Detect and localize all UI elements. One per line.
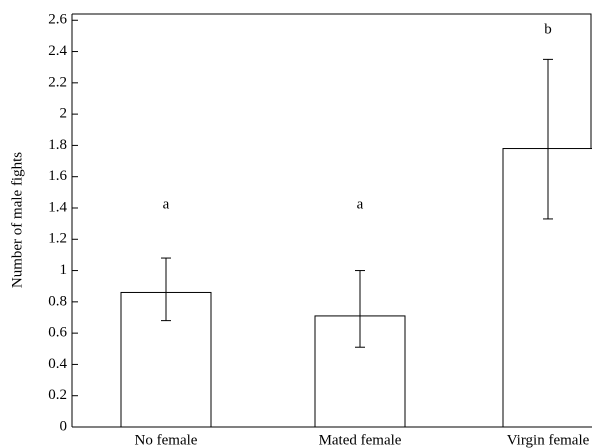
significance-letter: a [163, 196, 170, 212]
y-tick-label: 1.2 [48, 231, 67, 247]
y-tick-label: 0.6 [48, 325, 67, 341]
y-tick-label: 0 [60, 418, 68, 434]
x-tick-label: No female [135, 432, 198, 448]
y-axis-label: Number of male fights [9, 152, 25, 288]
y-tick-label: 1 [60, 262, 68, 278]
x-tick-label: Virgin female [507, 432, 590, 448]
y-tick-label: 1.4 [48, 199, 67, 215]
y-tick-label: 2 [60, 106, 68, 122]
y-tick-label: 1.8 [48, 137, 67, 153]
y-tick-label: 0.2 [48, 387, 67, 403]
y-tick-label: 2.6 [48, 12, 67, 28]
y-tick-label: 2.4 [48, 43, 67, 59]
significance-letter: b [544, 21, 552, 37]
significance-letter: a [357, 196, 364, 212]
y-tick-label: 1.6 [48, 168, 67, 184]
y-tick-label: 0.4 [48, 356, 67, 372]
y-tick-label: 0.8 [48, 293, 67, 309]
x-tick-label: Mated female [319, 432, 402, 448]
y-tick-label: 2.2 [48, 74, 67, 90]
